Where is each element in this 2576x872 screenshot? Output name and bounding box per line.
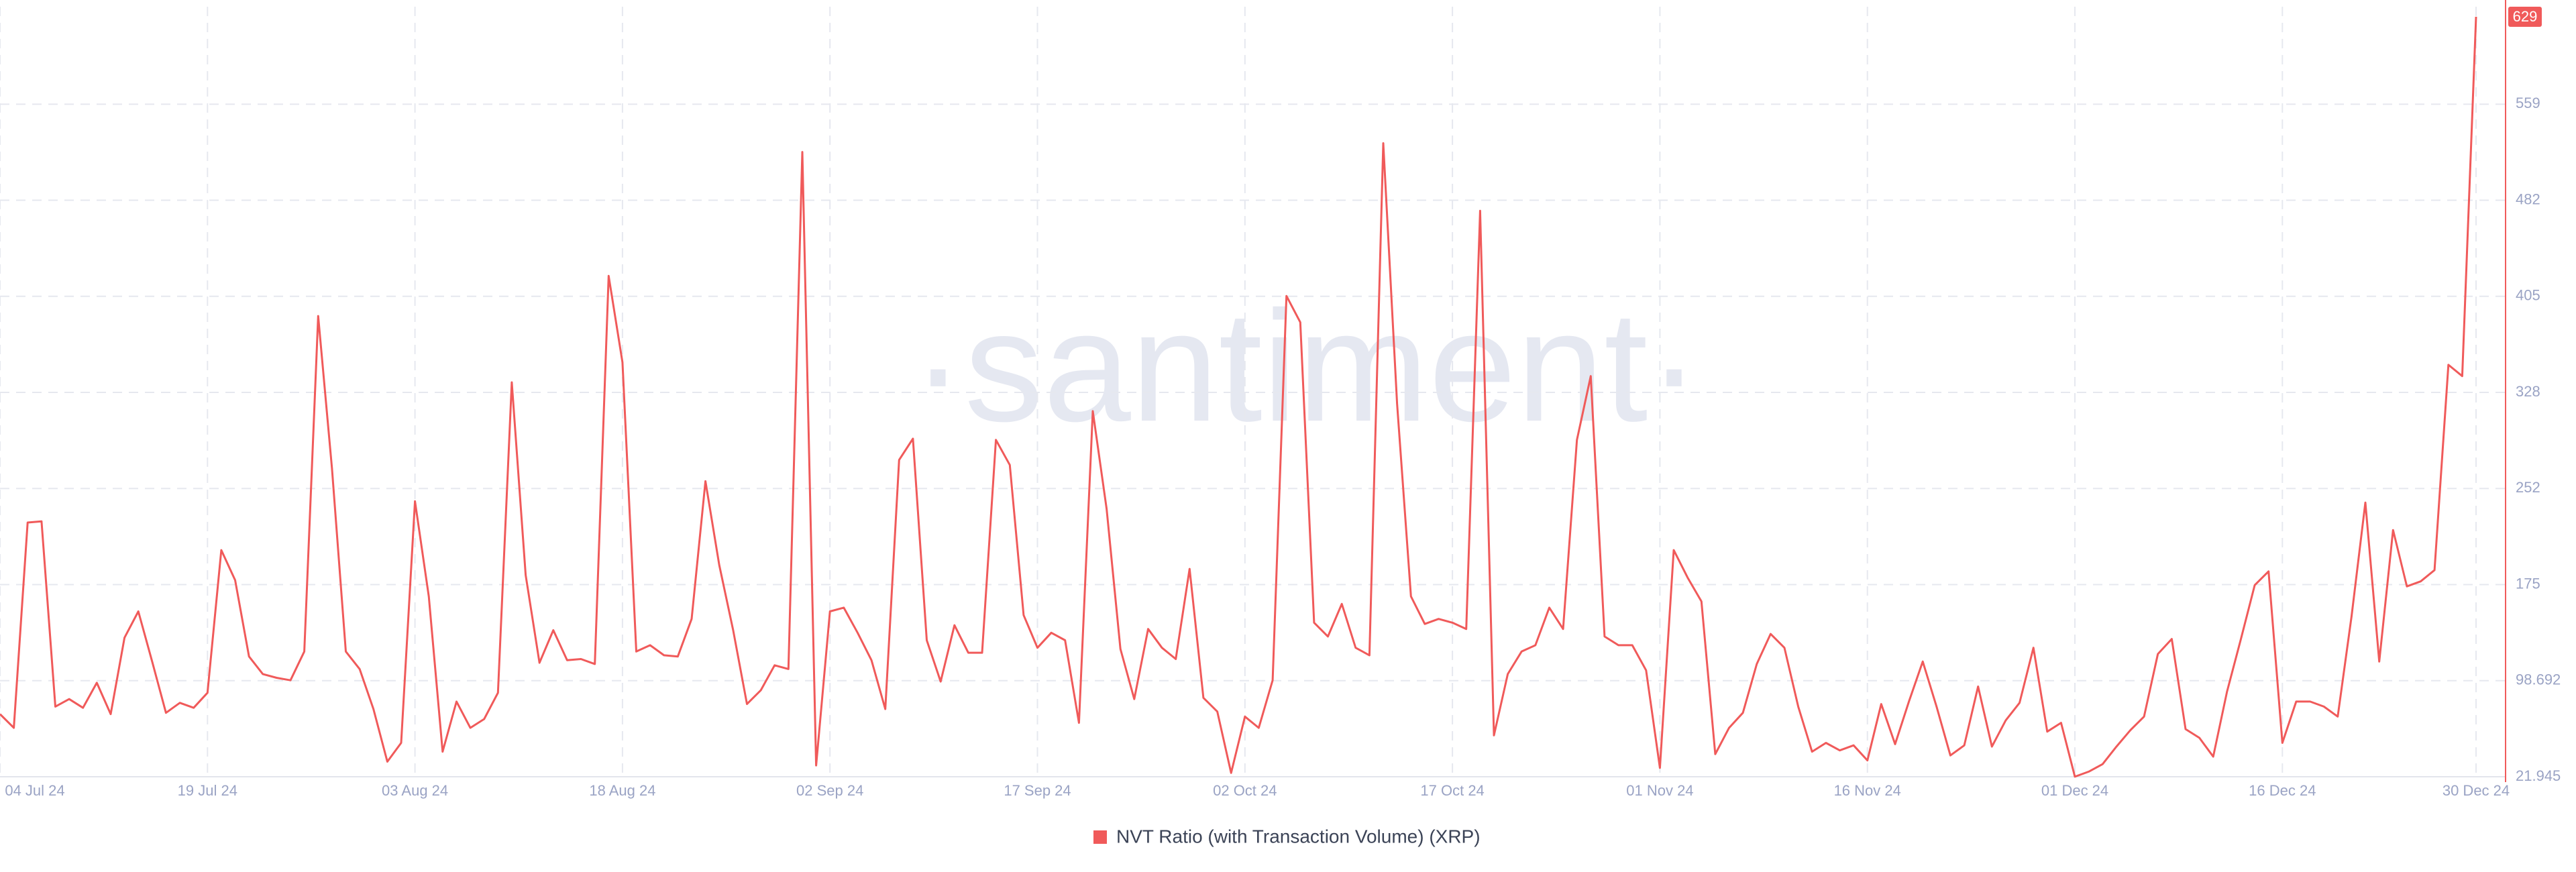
legend-item: NVT Ratio (with Transaction Volume) (XRP… (1093, 826, 1481, 847)
x-tick-label: 02 Sep 24 (796, 782, 863, 799)
x-tick-label: 16 Dec 24 (2249, 782, 2316, 799)
y-tick-label: 21.945 (2516, 767, 2561, 784)
value-badge-label: 629 (2513, 8, 2538, 25)
y-tick-label: 98.692 (2516, 671, 2561, 688)
y-tick-label: 175 (2516, 575, 2540, 592)
x-tick-label: 01 Nov 24 (1626, 782, 1693, 799)
x-tick-label: 19 Jul 24 (178, 782, 237, 799)
x-tick-label: 30 Dec 24 (2443, 782, 2510, 799)
x-tick-label: 01 Dec 24 (2041, 782, 2108, 799)
watermark: ·santiment· (912, 278, 1700, 454)
x-tick-label: 17 Oct 24 (1420, 782, 1484, 799)
x-tick-label: 18 Aug 24 (589, 782, 655, 799)
data-line (0, 16, 2477, 778)
y-tick-label: 328 (2516, 383, 2540, 400)
y-tick-label: 405 (2516, 287, 2540, 304)
x-tick-label: 03 Aug 24 (382, 782, 448, 799)
legend-label: NVT Ratio (with Transaction Volume) (XRP… (1116, 826, 1481, 847)
x-tick-label: 02 Oct 24 (1213, 782, 1277, 799)
legend-swatch (1093, 830, 1107, 844)
y-tick-label: 482 (2516, 190, 2540, 207)
y-tick-label: 252 (2516, 479, 2540, 496)
x-tick-label: 16 Nov 24 (1834, 782, 1901, 799)
x-tick-label: 04 Jul 24 (5, 782, 64, 799)
x-tick-label: 17 Sep 24 (1004, 782, 1071, 799)
y-tick-label: 559 (2516, 95, 2540, 111)
value-badge (2508, 7, 2542, 27)
